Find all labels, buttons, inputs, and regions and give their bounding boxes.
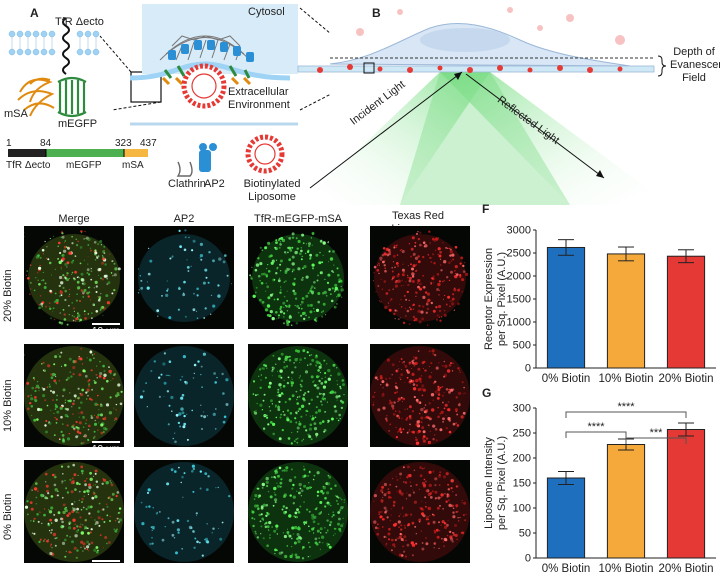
msa-protein-icon (17, 77, 55, 117)
construct-seg-megfp: mEGFP (66, 160, 102, 171)
extracellular-label: Extracellular Environment (228, 86, 290, 111)
scale-bar-c: 10 μm (92, 323, 120, 337)
panel-d-label: D (16, 348, 25, 362)
megfp-protein-icon (57, 76, 87, 118)
significance-bracket (625, 437, 687, 444)
micrograph-tfr-10-biotin (248, 344, 348, 447)
megfp-label: mEGFP (58, 118, 98, 130)
micrograph-tfr-0-biotin (248, 460, 348, 563)
micrograph-merge-10-biotin (24, 344, 124, 447)
construct-seg-tfr: TfR Δecto (6, 160, 51, 171)
significance-bracket (565, 411, 687, 418)
y-tick-label: 2500 (507, 248, 531, 260)
construct-diagram (8, 149, 148, 157)
micrograph-liposomes-20-biotin (370, 226, 470, 329)
scale-bar-e: 10 μm (92, 560, 120, 574)
y-tick-label: 2000 (507, 271, 531, 283)
micrograph-merge-0-biotin (24, 460, 124, 563)
row-label-10: 10% Biotin (2, 379, 14, 432)
cytosol-label: Cytosol (248, 6, 285, 18)
construct-position-323: 323 (115, 138, 132, 149)
scale-bar-d-text: 10 μm (92, 444, 120, 455)
panel-c-label: C (16, 228, 25, 242)
bar-20-biotin (666, 255, 706, 369)
micrograph-merge-20-biotin (24, 226, 124, 329)
construct-position-84: 84 (40, 138, 52, 149)
bar-10-biotin (606, 253, 646, 369)
ap2-adaptor-icon (199, 143, 217, 172)
bar-20-biotin (666, 429, 706, 559)
y-tick-label: 150 (513, 478, 531, 490)
x-tick-label: 10% Biotin (599, 373, 654, 385)
y-tick-label: 500 (513, 340, 531, 352)
bar-10-biotin (606, 444, 646, 559)
x-tick-label: 20% Biotin (659, 563, 714, 575)
significance-bracket (565, 431, 627, 438)
tfr-label: TfR Δecto (55, 16, 104, 28)
chart-f-receptor-expression: 0 500 1000 1500 2000 2500 3000 0% Biotin 10% Bio… (483, 225, 716, 385)
col-header-ap2: AP2 (173, 213, 195, 225)
x-tick-label: 20% Biotin (659, 373, 714, 385)
construct-seg-msa: mSA (122, 160, 144, 171)
clathrin-triskelion-icon (176, 161, 193, 177)
micrograph-liposomes-10-biotin (370, 344, 470, 447)
depth-label: Depth of Evanescent Field (670, 46, 720, 84)
x-tick-label: 0% Biotin (542, 563, 591, 575)
micrograph-ap2-20-biotin (134, 226, 234, 329)
scale-bar-d: 10 μm (92, 441, 120, 455)
col-header-tfr: TfR-mEGFP-mSA (254, 213, 342, 225)
construct-position-437: 437 (140, 138, 157, 149)
y-tick-label: 0 (525, 363, 531, 375)
legend-liposome-label: Biotinylated Liposome (243, 178, 301, 203)
panel-f-label: F (482, 202, 490, 216)
y-tick-label: 0 (525, 553, 531, 565)
bar-0-biotin (546, 246, 586, 369)
y-tick-label: 300 (513, 403, 531, 415)
micrograph-ap2-10-biotin (134, 344, 234, 447)
construct-position-1: 1 (6, 138, 12, 149)
significance-stars: **** (587, 421, 605, 433)
x-tick-label: 10% Biotin (599, 563, 654, 575)
y-tick-label: 1500 (507, 294, 531, 306)
chart-g-liposome-intensity: 0 50 100 150 200 250 300 0% Biotin 10% Biotin 20%… (483, 401, 716, 575)
legend-clathrin-label: Clathrin (168, 178, 206, 190)
scale-bar-line (92, 560, 120, 562)
ap2-adaptors (168, 40, 254, 62)
y-tick-label: 50 (519, 528, 531, 540)
membrane-bilayer-small (8, 17, 100, 75)
significance-stars: *** (650, 427, 664, 439)
legend-liposome-icon (245, 134, 285, 174)
legend-ap2-label: AP2 (204, 178, 225, 190)
panel-e-label: E (16, 462, 25, 476)
significance-stars: **** (617, 401, 635, 413)
micrograph-ap2-0-biotin (134, 460, 234, 563)
col-header-merge: Merge (58, 213, 90, 225)
panel-g-label: G (482, 386, 492, 400)
y-tick-label: 250 (513, 428, 531, 440)
bar-0-biotin (546, 477, 586, 559)
y-axis-label: Liposome Intensityper Sq. Pixel (A.U.) (483, 436, 508, 530)
scale-bar-c-text: 10 μm (92, 326, 120, 337)
y-tick-label: 3000 (507, 225, 531, 237)
msa-label: mSA (4, 108, 28, 120)
receptor-cluster (161, 65, 252, 86)
panel-a-label: A (30, 6, 39, 20)
micrograph-tfr-20-biotin (248, 226, 348, 329)
y-axis-label: Receptor Expressionper Sq. Pixel (A.U.) (483, 248, 508, 350)
y-tick-label: 200 (513, 453, 531, 465)
row-label-0: 0% Biotin (2, 493, 14, 540)
scale-bar-line (92, 323, 120, 325)
panel-b-label: B (372, 6, 381, 20)
micrograph-liposomes-0-biotin (370, 460, 470, 563)
row-label-20: 20% Biotin (2, 269, 14, 322)
scale-bar-line (92, 441, 120, 443)
panel-a-schematic (8, 4, 330, 177)
liposome-icon (181, 63, 227, 109)
y-tick-label: 100 (513, 503, 531, 515)
panel-b-tirf-diagram (297, 7, 670, 205)
x-tick-label: 0% Biotin (542, 373, 591, 385)
y-tick-label: 1000 (507, 317, 531, 329)
scale-bar-e-text: 10 μm (92, 563, 120, 574)
